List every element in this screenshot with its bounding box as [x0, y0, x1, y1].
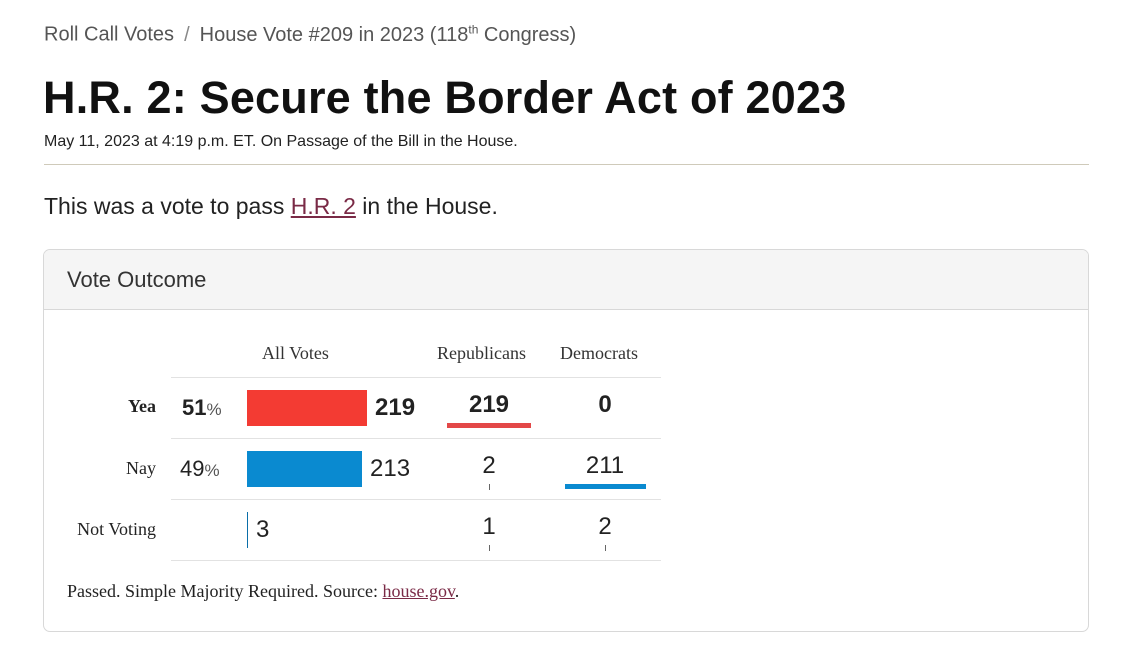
breadcrumb: Roll Call Votes / House Vote #209 in 2023 …: [44, 22, 576, 47]
column-republicans: Republicans: [437, 343, 526, 363]
breadcrumb-current-prefix: House Vote #209 in 2023 (118: [199, 23, 469, 46]
nay-percent-value: 49: [180, 456, 205, 481]
not-voting-republicans: 1: [482, 513, 496, 540]
breadcrumb-current-sup: th: [468, 22, 479, 36]
intro-after: in the House.: [355, 193, 498, 219]
row-label-yea: Yea: [128, 396, 156, 416]
column-democrats: Democrats: [560, 343, 638, 363]
source-link[interactable]: house.gov: [382, 581, 455, 601]
not-voting-total: 3: [256, 516, 270, 543]
vote-outcome-title: Vote Outcome: [67, 267, 207, 292]
breadcrumb-current-suffix: Congress): [478, 23, 577, 46]
row-divider: [171, 499, 661, 500]
page-title: H.R. 2: Secure the Border Act of 2023: [43, 72, 847, 123]
not-voting-democrats: 2: [598, 513, 612, 540]
dem-majority-underline: [565, 484, 646, 489]
row-divider: [171, 438, 661, 439]
row-divider: [171, 377, 661, 378]
rep-tick: [489, 484, 490, 490]
vote-outcome-panel: Vote Outcome: [43, 249, 1089, 632]
nay-bar: [247, 451, 362, 487]
row-divider: [171, 560, 661, 561]
yea-republicans: 219: [468, 391, 510, 418]
footer-text: Passed. Simple Majority Required. Source…: [67, 581, 383, 601]
nay-total: 213: [370, 455, 411, 482]
breadcrumb-roll-call-votes[interactable]: Roll Call Votes: [44, 23, 175, 46]
rep-tick: [489, 545, 490, 551]
row-label-not-voting: Not Voting: [77, 519, 156, 539]
vote-date-subtitle: May 11, 2023 at 4:19 p.m. ET. On Passage…: [44, 133, 518, 150]
yea-percent-value: 51: [182, 395, 207, 420]
breadcrumb-current: House Vote #209 in 2023 (118th Congress): [199, 22, 577, 46]
yea-percent-sign: %: [206, 400, 222, 419]
intro-text: This was a vote to pass H.R. 2 in the Ho…: [44, 193, 498, 220]
breadcrumb-separator: /: [184, 23, 190, 46]
yea-bar: [247, 390, 367, 426]
row-label-nay: Nay: [126, 458, 156, 478]
rep-majority-underline: [447, 423, 531, 428]
nay-democrats: 211: [585, 452, 625, 479]
not-voting-bar: [247, 512, 248, 548]
yea-percent: 51%: [182, 395, 222, 421]
dem-tick: [605, 545, 606, 551]
intro-before: This was a vote to pass: [44, 193, 291, 219]
column-all-votes: All Votes: [262, 343, 329, 363]
outcome-footer: Passed. Simple Majority Required. Source…: [67, 581, 459, 602]
bill-link[interactable]: H.R. 2: [290, 193, 356, 219]
nay-percent-sign: %: [204, 461, 220, 480]
yea-democrats: 0: [598, 391, 612, 418]
title-divider: [44, 164, 1089, 165]
footer-end: .: [454, 581, 460, 601]
vote-outcome-header: Vote Outcome: [44, 250, 1088, 310]
yea-total: 219: [375, 394, 416, 421]
nay-percent: 49%: [180, 456, 220, 482]
nay-republicans: 2: [482, 452, 496, 479]
